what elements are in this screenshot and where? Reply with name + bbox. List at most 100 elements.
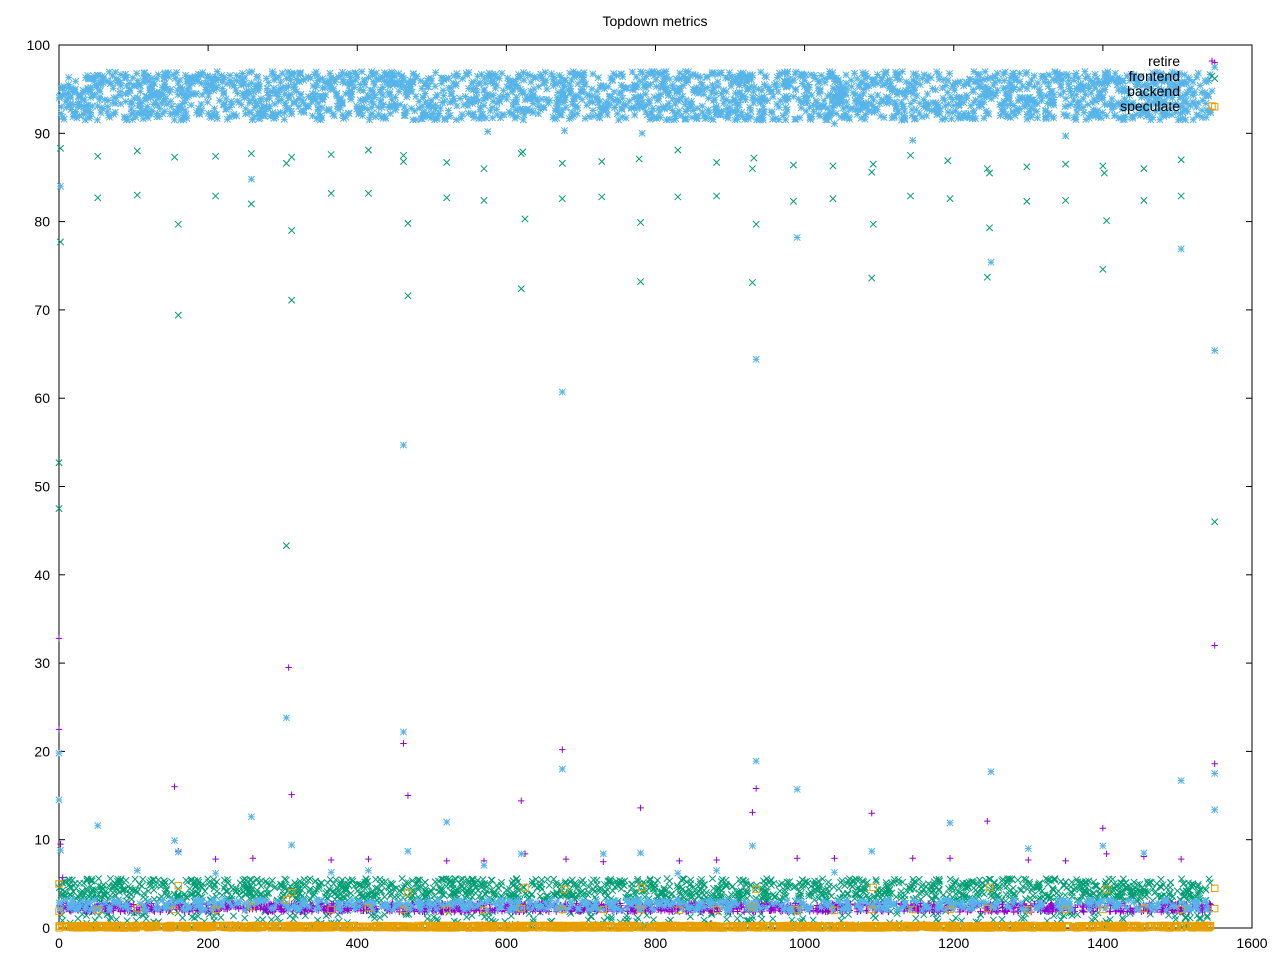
frontend-point bbox=[686, 913, 694, 921]
backend-point bbox=[176, 76, 184, 84]
backend-point bbox=[961, 113, 969, 121]
backend-point bbox=[704, 94, 713, 102]
backend-point bbox=[739, 69, 747, 77]
backend-point bbox=[185, 82, 193, 90]
frontend-point bbox=[348, 876, 356, 884]
backend-point bbox=[361, 81, 369, 89]
backend-point bbox=[367, 111, 375, 119]
backend-point bbox=[75, 112, 83, 120]
backend-point bbox=[174, 91, 182, 99]
backend-point bbox=[1003, 102, 1011, 110]
plot-frame bbox=[58, 44, 1253, 929]
backend-point bbox=[473, 88, 481, 96]
backend-point bbox=[637, 94, 645, 102]
backend-point bbox=[144, 114, 152, 122]
frontend-point bbox=[149, 876, 157, 884]
backend-point bbox=[791, 115, 799, 123]
backend-point bbox=[372, 69, 380, 77]
backend-point bbox=[529, 99, 537, 108]
backend-point bbox=[559, 89, 567, 98]
backend-point bbox=[561, 82, 569, 90]
backend-point bbox=[653, 69, 661, 77]
backend-point bbox=[1000, 99, 1008, 107]
backend-point bbox=[647, 70, 655, 78]
backend-point bbox=[452, 116, 460, 124]
backend-point bbox=[1172, 109, 1180, 117]
backend-point bbox=[1056, 72, 1064, 80]
backend-point bbox=[148, 74, 156, 82]
backend-point bbox=[538, 95, 546, 103]
backend-point bbox=[204, 92, 213, 100]
backend-point bbox=[1088, 78, 1096, 86]
frontend-point bbox=[449, 880, 457, 888]
backend-point bbox=[950, 83, 958, 91]
backend-point bbox=[114, 76, 122, 84]
backend-point bbox=[163, 100, 171, 108]
backend-point bbox=[783, 106, 791, 114]
frontend-point bbox=[1009, 884, 1017, 892]
x-tick-label: 600 bbox=[495, 935, 519, 951]
backend-point bbox=[813, 98, 821, 106]
backend-point bbox=[968, 115, 977, 123]
frontend-point bbox=[257, 882, 265, 890]
backend-point bbox=[248, 116, 257, 124]
backend-point bbox=[440, 92, 448, 100]
backend-point bbox=[594, 111, 602, 120]
backend-point bbox=[661, 105, 669, 113]
backend-point bbox=[610, 88, 618, 96]
backend-point bbox=[830, 102, 838, 110]
backend-point bbox=[265, 94, 274, 102]
backend-point bbox=[1122, 112, 1130, 120]
backend-point bbox=[909, 70, 918, 78]
backend-point bbox=[538, 75, 547, 83]
backend-point bbox=[257, 94, 265, 103]
backend-point bbox=[1172, 81, 1180, 89]
backend-point bbox=[699, 108, 707, 116]
frontend-point bbox=[65, 876, 73, 884]
backend-point bbox=[683, 79, 691, 87]
backend-point bbox=[337, 71, 345, 79]
backend-point bbox=[509, 77, 517, 85]
backend-point bbox=[983, 92, 991, 101]
backend-point bbox=[1030, 98, 1038, 107]
frontend-point bbox=[459, 875, 467, 883]
backend-point bbox=[895, 108, 903, 116]
backend-point bbox=[117, 100, 125, 108]
backend-point bbox=[1066, 88, 1075, 96]
backend-point bbox=[159, 91, 168, 99]
backend-point bbox=[426, 100, 434, 108]
backend-point bbox=[622, 114, 630, 122]
backend-point bbox=[113, 78, 121, 87]
backend-point bbox=[879, 97, 887, 106]
frontend-point bbox=[872, 876, 880, 884]
backend-point bbox=[330, 112, 338, 120]
backend-point bbox=[378, 103, 386, 111]
backend-point bbox=[275, 73, 283, 81]
backend-point bbox=[1126, 76, 1134, 85]
backend-point bbox=[232, 86, 240, 94]
backend-point bbox=[848, 83, 856, 91]
backend-point bbox=[517, 87, 525, 95]
backend-point bbox=[585, 113, 593, 121]
backend-point bbox=[485, 69, 493, 77]
backend-point bbox=[646, 99, 654, 107]
backend-point bbox=[1000, 107, 1008, 115]
backend-point bbox=[365, 116, 374, 124]
backend-point bbox=[1015, 104, 1023, 113]
backend-point bbox=[838, 90, 846, 98]
backend-point bbox=[714, 70, 722, 78]
frontend-point bbox=[1122, 879, 1130, 887]
axes-frame: 0 200 400 600 800 1000 1200 1400 160001020304050… bbox=[27, 37, 1268, 951]
backend-point bbox=[954, 79, 962, 87]
backend-point bbox=[1174, 116, 1183, 124]
backend-point bbox=[938, 115, 946, 123]
backend-point bbox=[1057, 77, 1065, 85]
backend-point bbox=[280, 115, 288, 123]
backend-point bbox=[970, 109, 978, 117]
backend-point bbox=[239, 69, 247, 78]
backend-point bbox=[194, 72, 202, 80]
backend-point bbox=[900, 112, 908, 120]
backend-point bbox=[664, 92, 672, 100]
backend-point bbox=[117, 82, 125, 90]
backend-point bbox=[111, 99, 119, 107]
